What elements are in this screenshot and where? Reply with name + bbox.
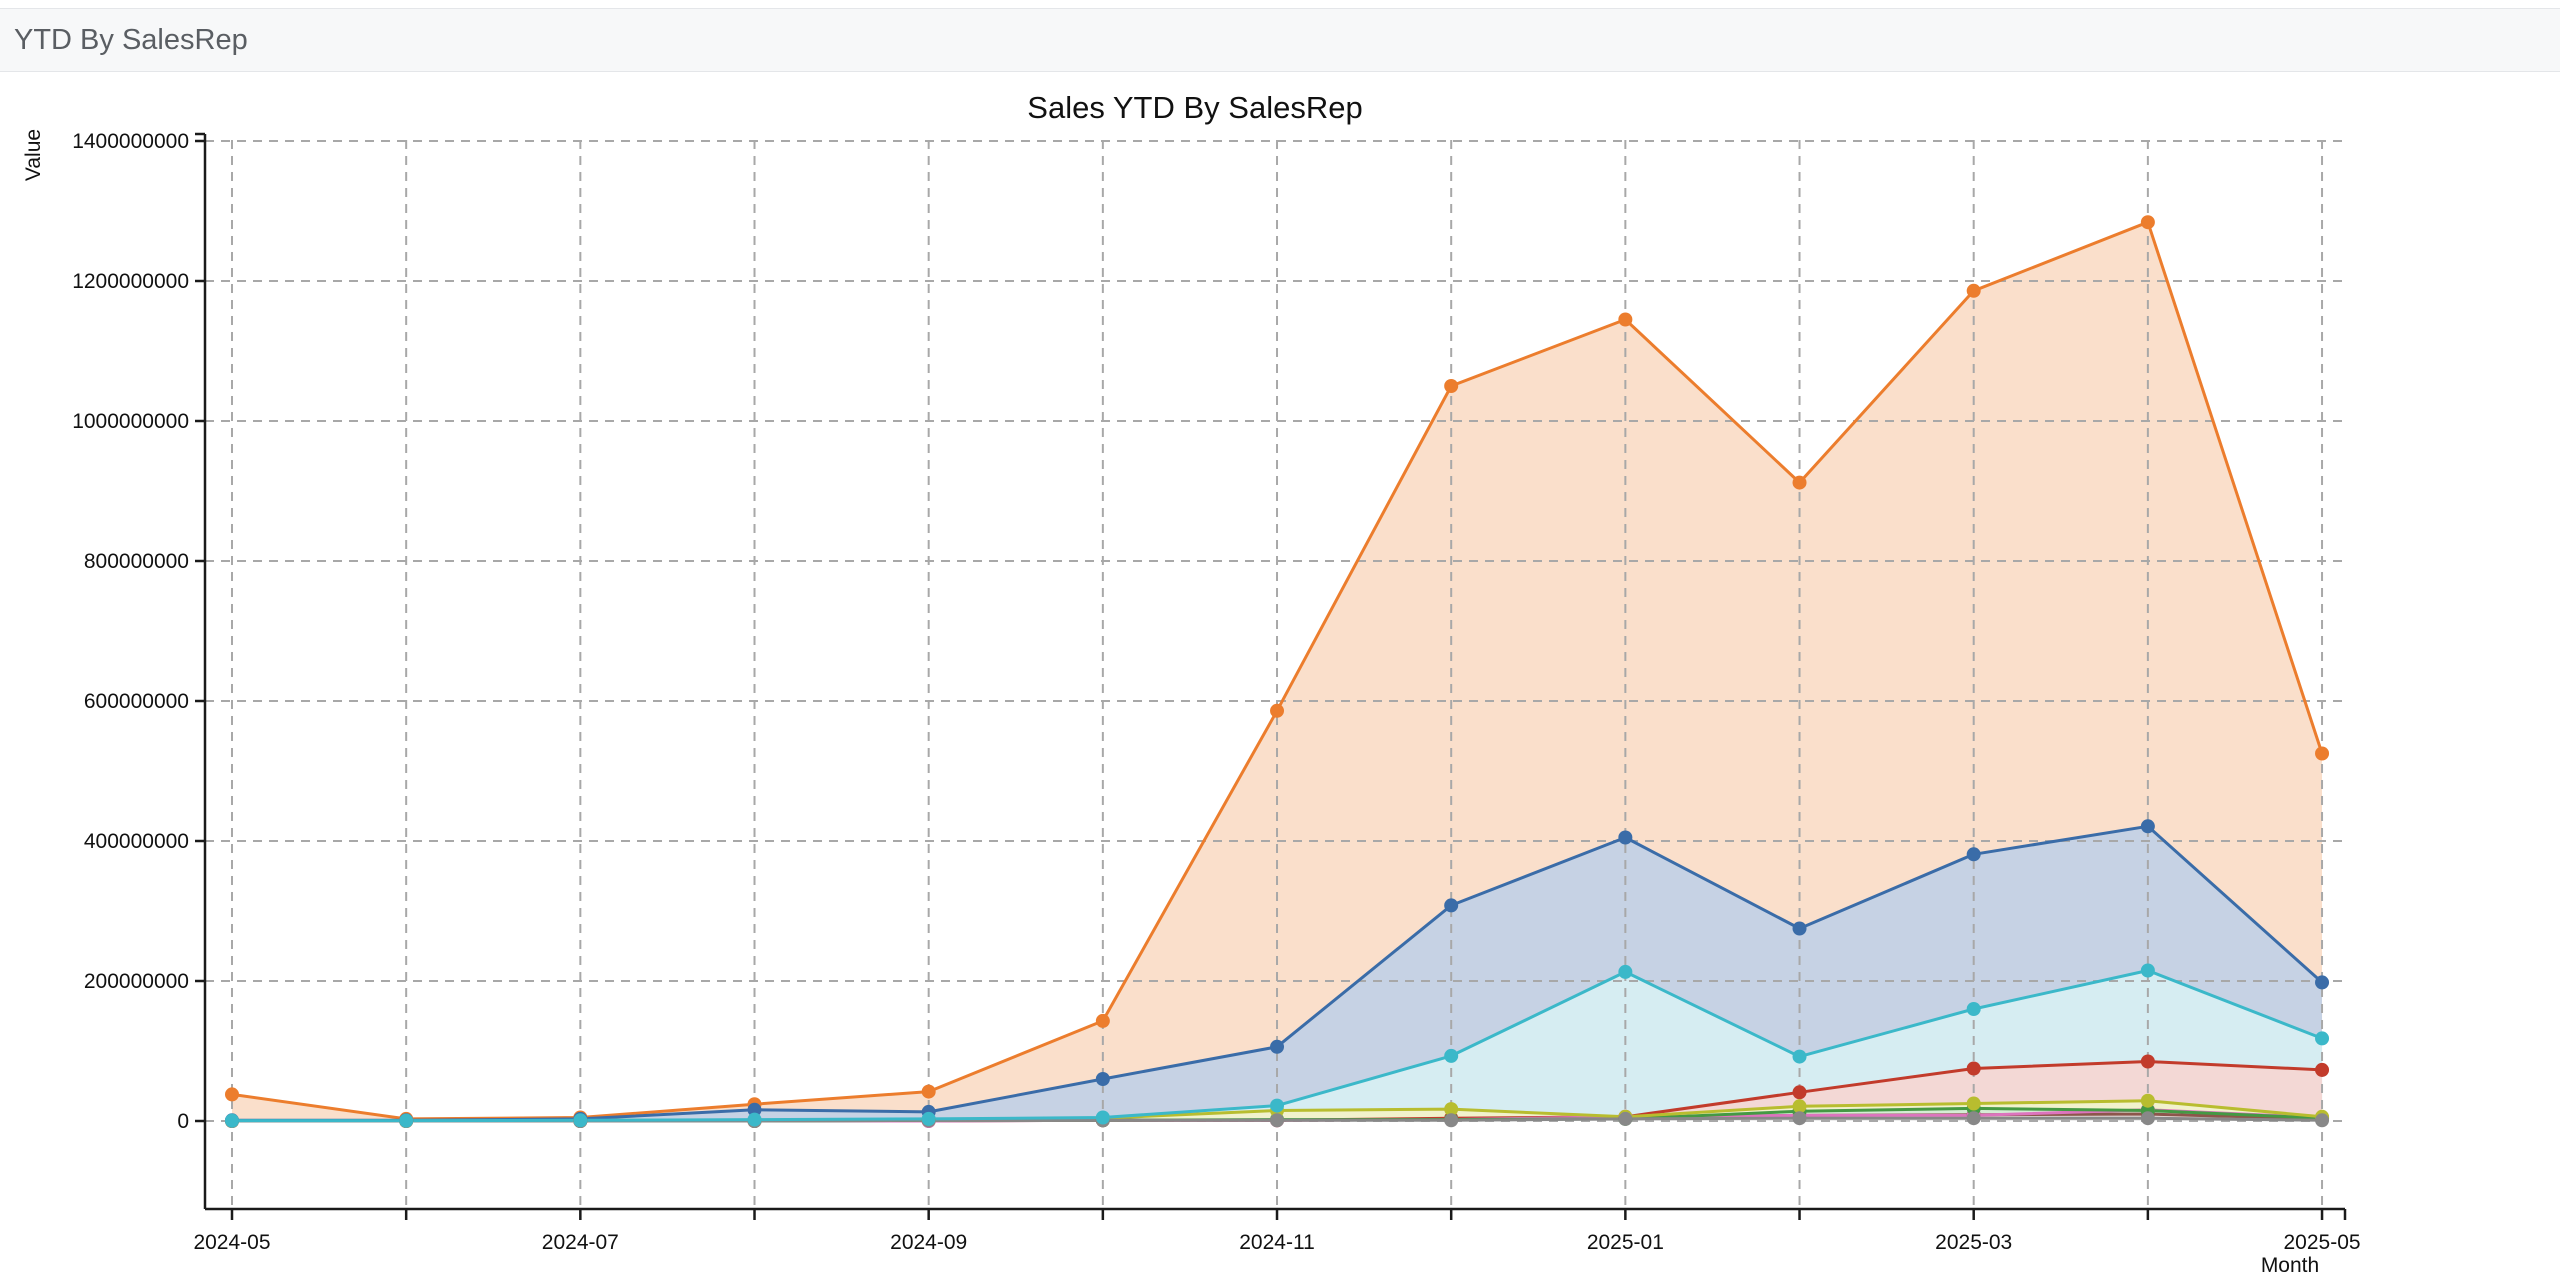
series-marker-cyan: [1444, 1048, 1459, 1063]
series-marker-orange: [921, 1084, 936, 1099]
series-marker-orange: [225, 1087, 239, 1102]
x-tick-label: 2024-11: [1239, 1231, 1315, 1254]
series-marker-olive: [1444, 1102, 1459, 1117]
y-tick-label: 1200000000: [72, 270, 189, 293]
x-tick-label: 2025-01: [1587, 1231, 1664, 1254]
y-tick-label: 1400000000: [72, 130, 189, 153]
series-marker-cyan: [2140, 963, 2155, 978]
series-marker-gray: [1270, 1113, 1285, 1128]
series-marker-orange: [2140, 215, 2155, 230]
series-marker-blue: [2140, 819, 2155, 834]
series-marker-blue: [1618, 830, 1633, 845]
series-marker-olive: [2140, 1093, 2155, 1108]
x-tick-label: 2025-05: [2284, 1231, 2361, 1254]
series-marker-blue: [747, 1102, 762, 1117]
series-marker-cyan: [225, 1113, 239, 1128]
series-marker-olive: [1966, 1096, 1981, 1111]
series-marker-cyan: [1270, 1098, 1285, 1113]
y-tick-label: 200000000: [84, 970, 189, 993]
series-marker-blue: [1444, 898, 1459, 913]
series-marker-red: [1792, 1085, 1807, 1100]
series-marker-orange: [1966, 283, 1981, 298]
x-tick-label: 2024-09: [890, 1231, 967, 1254]
series-marker-cyan: [1966, 1002, 1981, 1016]
series-area-cyan: [232, 970, 2323, 1121]
series-marker-gray: [2140, 1111, 2155, 1126]
chart-title: Sales YTD By SalesRep: [1027, 90, 1362, 125]
series-marker-olive: [1792, 1099, 1807, 1114]
series-marker-blue: [2315, 975, 2330, 990]
series-marker-cyan: [747, 1112, 762, 1127]
series-marker-orange: [1095, 1013, 1110, 1028]
series-marker-blue: [1095, 1072, 1110, 1086]
y-tick-label: 400000000: [84, 830, 189, 853]
series-marker-cyan: [573, 1113, 588, 1128]
series-marker-blue: [1966, 847, 1981, 862]
series-marker-gray: [1444, 1113, 1459, 1128]
series-marker-orange: [1444, 379, 1459, 393]
series-marker-orange: [1618, 312, 1633, 327]
x-tick-label: 2024-05: [193, 1231, 270, 1254]
series-marker-gray: [1792, 1111, 1807, 1126]
series-marker-gray: [1966, 1111, 1981, 1126]
series-marker-cyan: [1792, 1049, 1807, 1064]
series-marker-red: [2140, 1054, 2155, 1069]
series-marker-orange: [1270, 703, 1285, 718]
series-marker-cyan: [1095, 1110, 1110, 1125]
y-tick-label: 1000000000: [72, 410, 189, 433]
series-marker-red: [2315, 1062, 2330, 1077]
series-marker-cyan: [921, 1111, 936, 1126]
series-marker-cyan: [1618, 964, 1633, 979]
series-area-blue: [232, 826, 2323, 1121]
series-marker-cyan: [2315, 1031, 2330, 1046]
series-marker-blue: [1270, 1039, 1285, 1054]
series-marker-cyan: [399, 1113, 414, 1128]
x-tick-label: 2024-07: [542, 1231, 619, 1254]
y-tick-label: 0: [177, 1110, 189, 1133]
y-axis-title: Value: [22, 129, 45, 181]
window-header: YTD By SalesRep: [0, 8, 2560, 72]
series-marker-orange: [1792, 475, 1807, 490]
y-tick-label: 800000000: [84, 550, 189, 573]
series-marker-gray: [1618, 1111, 1633, 1126]
y-tick-label: 600000000: [84, 690, 189, 713]
series-marker-gray: [2315, 1113, 2330, 1128]
x-axis-title: Month: [2261, 1254, 2319, 1277]
series-marker-red: [1966, 1061, 1981, 1076]
series-marker-orange: [2315, 746, 2330, 761]
x-tick-label: 2025-03: [1935, 1231, 2012, 1254]
series-marker-blue: [1792, 921, 1807, 936]
window-title: YTD By SalesRep: [14, 23, 248, 56]
